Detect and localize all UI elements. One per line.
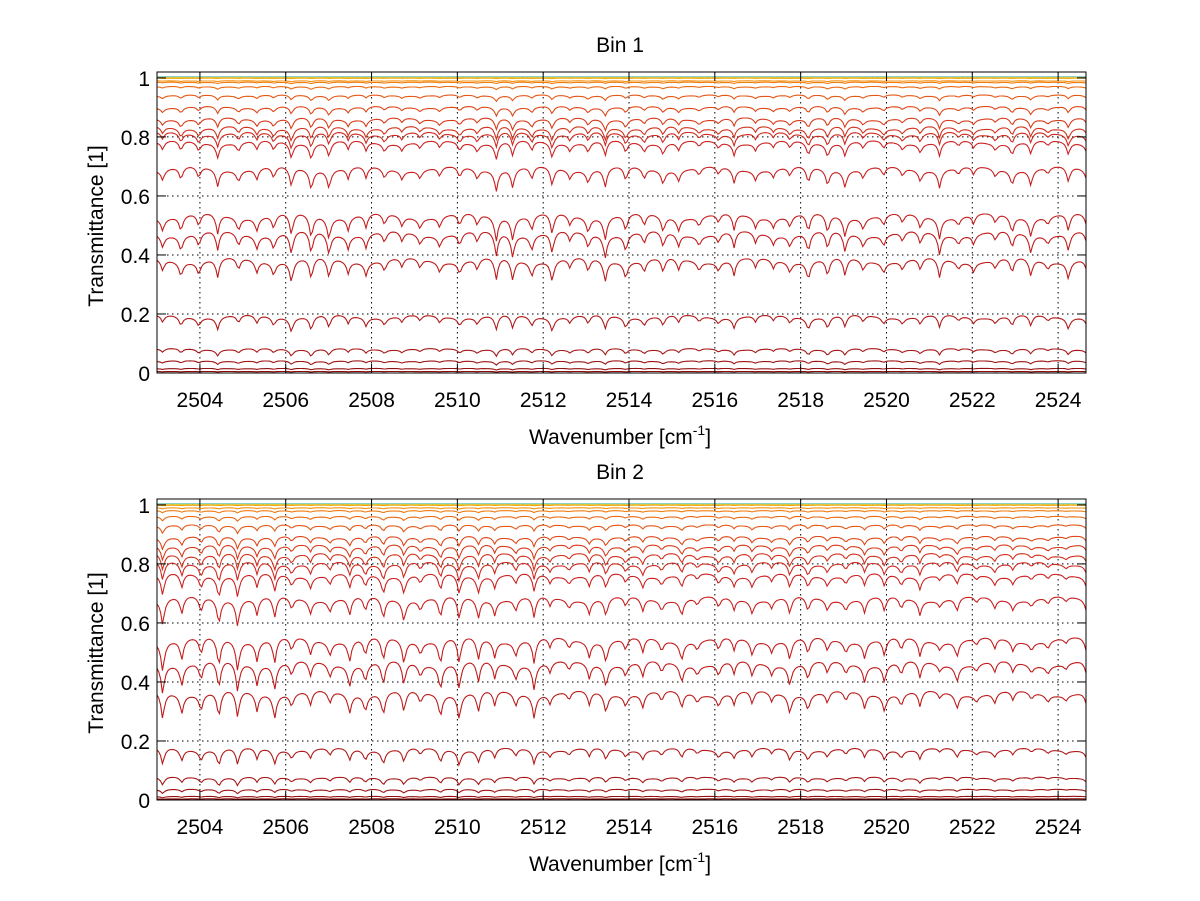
series-line	[156, 85, 1087, 91]
series-line	[156, 535, 1087, 551]
subplot-bin-2: Bin 2 2504 2506 2508 2510 2512 2514 2516 2518 25…	[85, 461, 1087, 876]
x-tick-label: 2524	[1035, 816, 1082, 839]
series-line	[156, 504, 1087, 507]
x-tick-label: 2516	[691, 816, 738, 839]
series-line	[156, 94, 1087, 103]
series-line	[156, 510, 1087, 514]
x-tick-label: 2524	[1035, 389, 1082, 412]
series-line	[156, 596, 1087, 626]
x-tick-label: 2514	[606, 389, 653, 412]
series-line	[156, 117, 1087, 133]
series-line	[156, 798, 1087, 800]
subplot-bin-1: Bin 1 2504 2506 2508 2510 2512 2514 2516 2518 25…	[85, 34, 1087, 449]
y-tick-label: 0	[138, 790, 150, 813]
ticks: 2504 2506 2508 2510 2512 2514 2516 2518 2520 2522…	[121, 68, 1086, 412]
subplot-title: Bin 1	[596, 34, 644, 57]
x-tick-label: 2512	[520, 389, 567, 412]
x-tick-label: 2510	[434, 389, 481, 412]
y-tick-label: 0.2	[121, 304, 150, 327]
x-tick-label: 2508	[348, 816, 395, 839]
series-line	[156, 795, 1087, 799]
y-tick-label: 0	[138, 363, 150, 386]
x-tick-label: 2516	[691, 389, 738, 412]
x-tick-label: 2514	[606, 816, 653, 839]
x-tick-label: 2508	[348, 389, 395, 412]
x-tick-label: 2522	[949, 389, 996, 412]
x-tick-label: 2504	[177, 816, 224, 839]
x-tick-label: 2520	[863, 816, 910, 839]
series-line	[156, 573, 1087, 597]
series-group	[156, 76, 1087, 374]
x-tick-label: 2512	[520, 816, 567, 839]
x-axis-label: Wavenumber [cm-1]	[529, 849, 711, 876]
y-tick-label: 1	[138, 495, 150, 518]
y-axis-label: Transmittance [1]	[85, 145, 108, 306]
series-line	[157, 81, 1087, 85]
y-tick-label: 0.6	[121, 186, 150, 209]
axes-frame	[156, 498, 1087, 801]
series-line	[156, 231, 1087, 259]
series-line	[156, 314, 1087, 333]
series-line	[156, 105, 1087, 118]
x-tick-label: 2510	[434, 816, 481, 839]
series-line	[156, 348, 1087, 358]
series-line	[157, 370, 1087, 373]
series-line	[156, 367, 1087, 371]
y-tick-label: 0.8	[121, 554, 150, 577]
series-line	[156, 126, 1087, 142]
x-tick-label: 2506	[262, 816, 309, 839]
x-tick-label: 2504	[177, 389, 224, 412]
series-line	[156, 507, 1087, 510]
series-line	[156, 788, 1087, 795]
series-line	[156, 637, 1087, 671]
x-tick-label: 2520	[863, 389, 910, 412]
x-tick-label: 2518	[777, 816, 824, 839]
x-tick-label: 2522	[949, 816, 996, 839]
series-line	[156, 213, 1087, 242]
series-line	[156, 131, 1087, 150]
series-line	[156, 561, 1087, 583]
y-tick-label: 0.6	[121, 613, 150, 636]
series-group	[156, 503, 1087, 801]
y-tick-label: 0.2	[121, 731, 150, 754]
series-line	[156, 166, 1087, 192]
series-line	[156, 524, 1087, 535]
series-line	[156, 776, 1087, 787]
series-line	[156, 553, 1087, 573]
series-line	[156, 690, 1087, 719]
series-line	[156, 140, 1087, 161]
series-line	[156, 360, 1087, 366]
x-tick-label: 2518	[777, 389, 824, 412]
series-line	[156, 747, 1087, 767]
y-tick-label: 0.4	[121, 245, 151, 268]
x-axis-label: Wavenumber [cm-1]	[529, 422, 711, 449]
series-line	[156, 515, 1087, 522]
series-line	[157, 77, 1086, 80]
y-axis-label: Transmittance [1]	[85, 572, 108, 733]
axes-frame	[156, 71, 1087, 374]
x-tick-label: 2506	[262, 389, 309, 412]
grid	[157, 499, 1086, 800]
y-tick-label: 1	[138, 68, 150, 91]
series-line	[156, 258, 1087, 282]
ticks: 2504 2506 2508 2510 2512 2514 2516 2518 2520 2522…	[121, 495, 1086, 839]
series-line	[156, 544, 1087, 562]
series-line	[156, 80, 1087, 83]
grid	[157, 72, 1086, 373]
y-tick-label: 0.4	[121, 672, 151, 695]
subplot-title: Bin 2	[596, 461, 644, 484]
y-tick-label: 0.8	[121, 127, 150, 150]
series-line	[156, 661, 1087, 694]
